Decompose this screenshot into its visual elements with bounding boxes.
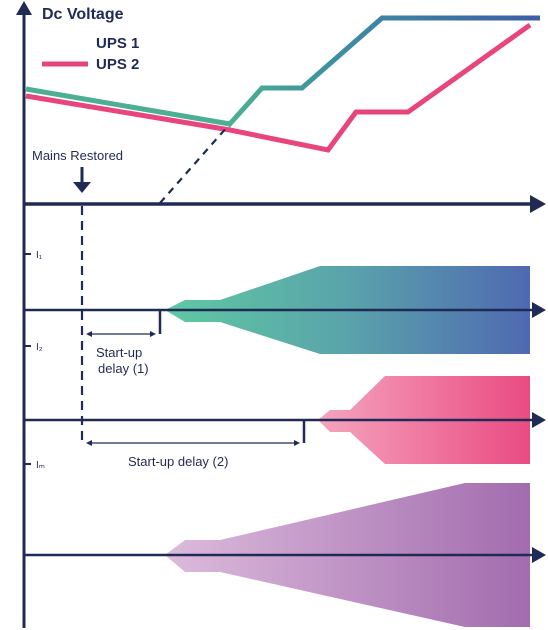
legend-ups2-label: UPS 2 <box>96 56 139 73</box>
startup-delay-2-arrow-right <box>294 440 300 446</box>
i2-label: I₂ <box>36 342 43 353</box>
vertical-axis-arrowhead <box>16 1 32 15</box>
ups2-voltage-line <box>25 22 532 153</box>
mains-restored-arrow-head <box>73 182 91 193</box>
mains-current-axis-arrowhead <box>532 547 546 563</box>
ups1-current-axis-arrowhead <box>532 302 546 318</box>
legend-ups1-label: UPS 1 <box>96 35 139 52</box>
startup-delay-1-arrow-right <box>150 331 156 337</box>
startup-delay-1-arrow-left <box>86 331 92 337</box>
startup-delay-2-arrow-left <box>86 440 92 446</box>
startup-delay-2-label: Start-up delay (2) <box>128 454 228 469</box>
startup-delay-1-label-line1: Start-up <box>96 345 142 360</box>
mains-restored-label: Mains Restored <box>32 148 123 163</box>
voltage-time-axis-arrowhead <box>530 195 546 213</box>
im-label: Iₘ <box>36 460 45 471</box>
ups1-dashed-projection <box>159 125 229 204</box>
diagram-title: Dc Voltage <box>42 6 124 23</box>
ups2-current-axis-arrowhead <box>532 412 546 428</box>
i1-label: I₁ <box>36 250 43 261</box>
startup-delay-1-label-line2: delay (1) <box>98 361 149 376</box>
ups1-voltage-line-early <box>25 86 231 127</box>
ups1-voltage-line-late <box>226 15 540 128</box>
